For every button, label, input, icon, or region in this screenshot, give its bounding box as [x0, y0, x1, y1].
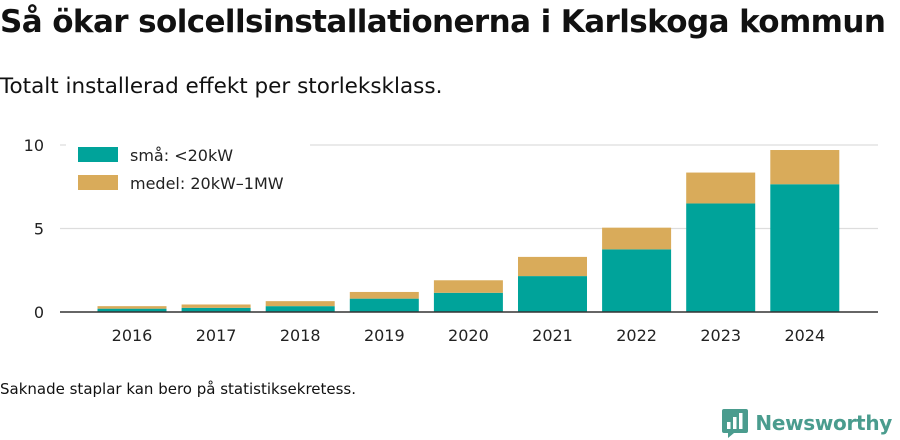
bar-segment-sma	[518, 276, 587, 312]
legend-label: medel: 20kW–1MW	[130, 174, 284, 193]
bar-segment-medel	[349, 291, 419, 299]
bar-segment-medel	[602, 227, 672, 250]
bar-segment-sma	[181, 307, 251, 312]
bar-segment-sma	[349, 298, 419, 312]
x-tick-label: 2024	[784, 326, 825, 345]
x-tick-label: 2016	[112, 326, 153, 345]
bar-segment-medel	[265, 301, 335, 307]
bar-segment-medel	[686, 172, 756, 204]
bar-segment-sma	[265, 306, 335, 312]
bar-segment-medel	[770, 150, 840, 185]
brand-name: Newsworthy	[755, 411, 892, 435]
x-tick-label: 2019	[364, 326, 405, 345]
chart-subtitle: Totalt installerad effekt per storlekskl…	[0, 74, 443, 99]
bar-segment-medel	[433, 280, 503, 293]
y-tick-label: 5	[34, 220, 44, 239]
x-tick-label: 2022	[616, 326, 657, 345]
bar-segment-sma	[686, 203, 756, 312]
bar-segment-medel	[181, 304, 251, 308]
legend-swatch	[78, 147, 118, 162]
legend: små: <20kW medel: 20kW–1MW	[66, 138, 310, 200]
bar-segment-sma	[433, 292, 503, 312]
legend-label: små: <20kW	[130, 146, 233, 165]
brand-logo: Newsworthy	[721, 406, 892, 440]
legend-swatch	[78, 175, 118, 190]
newsworthy-logo-icon	[722, 409, 749, 438]
bar-segment-medel	[518, 256, 587, 277]
x-tick-label: 2018	[280, 326, 321, 345]
x-tick-label: 2020	[448, 326, 489, 345]
axes: 0 5 10 2016 2017 2018 2019 2020 2021 2022 2023 2024	[24, 136, 878, 345]
y-tick-label: 10	[24, 136, 44, 155]
bar-segment-sma	[97, 308, 167, 312]
bar-segment-sma	[770, 184, 840, 312]
y-tick-label: 0	[34, 303, 44, 322]
footnote: Saknade staplar kan bero på statistiksek…	[0, 380, 357, 398]
bars	[97, 150, 840, 312]
x-tick-label: 2021	[532, 326, 573, 345]
bar-segment-sma	[602, 249, 672, 312]
bar-segment-medel	[97, 306, 167, 309]
x-tick-label: 2023	[700, 326, 741, 345]
x-tick-label: 2017	[196, 326, 237, 345]
chart-title: Så ökar solcellsinstallationerna i Karls…	[0, 4, 886, 40]
